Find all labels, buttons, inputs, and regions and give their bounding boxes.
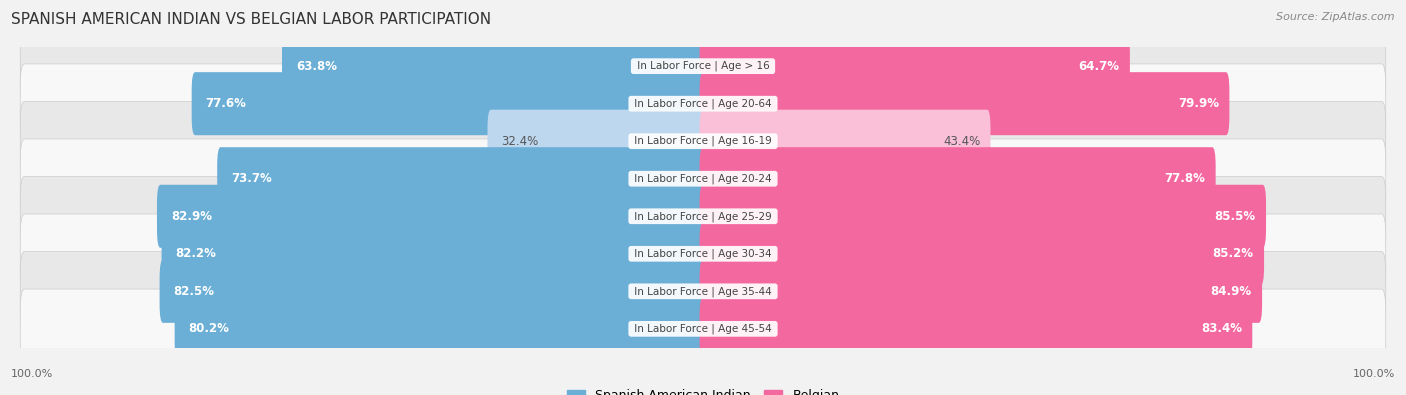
FancyBboxPatch shape xyxy=(20,177,1386,256)
Text: 85.2%: 85.2% xyxy=(1213,247,1254,260)
FancyBboxPatch shape xyxy=(700,297,1253,360)
Text: 82.9%: 82.9% xyxy=(170,210,212,223)
Text: 32.4%: 32.4% xyxy=(502,135,538,148)
FancyBboxPatch shape xyxy=(191,72,706,135)
FancyBboxPatch shape xyxy=(20,64,1386,143)
Text: 77.6%: 77.6% xyxy=(205,97,246,110)
Text: 79.9%: 79.9% xyxy=(1178,97,1219,110)
Text: 73.7%: 73.7% xyxy=(231,172,271,185)
FancyBboxPatch shape xyxy=(20,252,1386,331)
FancyBboxPatch shape xyxy=(700,185,1265,248)
FancyBboxPatch shape xyxy=(157,185,706,248)
Text: In Labor Force | Age 20-64: In Labor Force | Age 20-64 xyxy=(631,98,775,109)
Text: 85.5%: 85.5% xyxy=(1215,210,1256,223)
Text: 80.2%: 80.2% xyxy=(188,322,229,335)
FancyBboxPatch shape xyxy=(20,289,1386,369)
FancyBboxPatch shape xyxy=(174,297,706,360)
Text: In Labor Force | Age 16-19: In Labor Force | Age 16-19 xyxy=(631,136,775,147)
Text: SPANISH AMERICAN INDIAN VS BELGIAN LABOR PARTICIPATION: SPANISH AMERICAN INDIAN VS BELGIAN LABOR… xyxy=(11,12,491,27)
Text: In Labor Force | Age > 16: In Labor Force | Age > 16 xyxy=(634,61,772,71)
Text: In Labor Force | Age 20-24: In Labor Force | Age 20-24 xyxy=(631,173,775,184)
FancyBboxPatch shape xyxy=(162,222,706,285)
Text: 100.0%: 100.0% xyxy=(1353,369,1395,379)
FancyBboxPatch shape xyxy=(160,260,706,323)
Text: Source: ZipAtlas.com: Source: ZipAtlas.com xyxy=(1277,12,1395,22)
FancyBboxPatch shape xyxy=(700,35,1130,98)
FancyBboxPatch shape xyxy=(20,214,1386,293)
Legend: Spanish American Indian, Belgian: Spanish American Indian, Belgian xyxy=(561,384,845,395)
FancyBboxPatch shape xyxy=(700,260,1263,323)
Text: 64.7%: 64.7% xyxy=(1078,60,1119,73)
FancyBboxPatch shape xyxy=(217,147,706,210)
Text: 82.5%: 82.5% xyxy=(173,285,214,298)
FancyBboxPatch shape xyxy=(700,72,1229,135)
Text: In Labor Force | Age 30-34: In Labor Force | Age 30-34 xyxy=(631,248,775,259)
Text: 82.2%: 82.2% xyxy=(176,247,217,260)
Text: In Labor Force | Age 45-54: In Labor Force | Age 45-54 xyxy=(631,324,775,334)
Text: In Labor Force | Age 35-44: In Labor Force | Age 35-44 xyxy=(631,286,775,297)
FancyBboxPatch shape xyxy=(20,139,1386,218)
FancyBboxPatch shape xyxy=(700,110,990,173)
FancyBboxPatch shape xyxy=(20,26,1386,106)
Text: 100.0%: 100.0% xyxy=(11,369,53,379)
FancyBboxPatch shape xyxy=(283,35,706,98)
Text: 83.4%: 83.4% xyxy=(1201,322,1241,335)
Text: 77.8%: 77.8% xyxy=(1164,172,1205,185)
FancyBboxPatch shape xyxy=(488,110,706,173)
FancyBboxPatch shape xyxy=(700,147,1216,210)
FancyBboxPatch shape xyxy=(20,102,1386,181)
FancyBboxPatch shape xyxy=(700,222,1264,285)
Text: 84.9%: 84.9% xyxy=(1211,285,1251,298)
Text: In Labor Force | Age 25-29: In Labor Force | Age 25-29 xyxy=(631,211,775,222)
Text: 43.4%: 43.4% xyxy=(943,135,980,148)
Text: 63.8%: 63.8% xyxy=(295,60,337,73)
